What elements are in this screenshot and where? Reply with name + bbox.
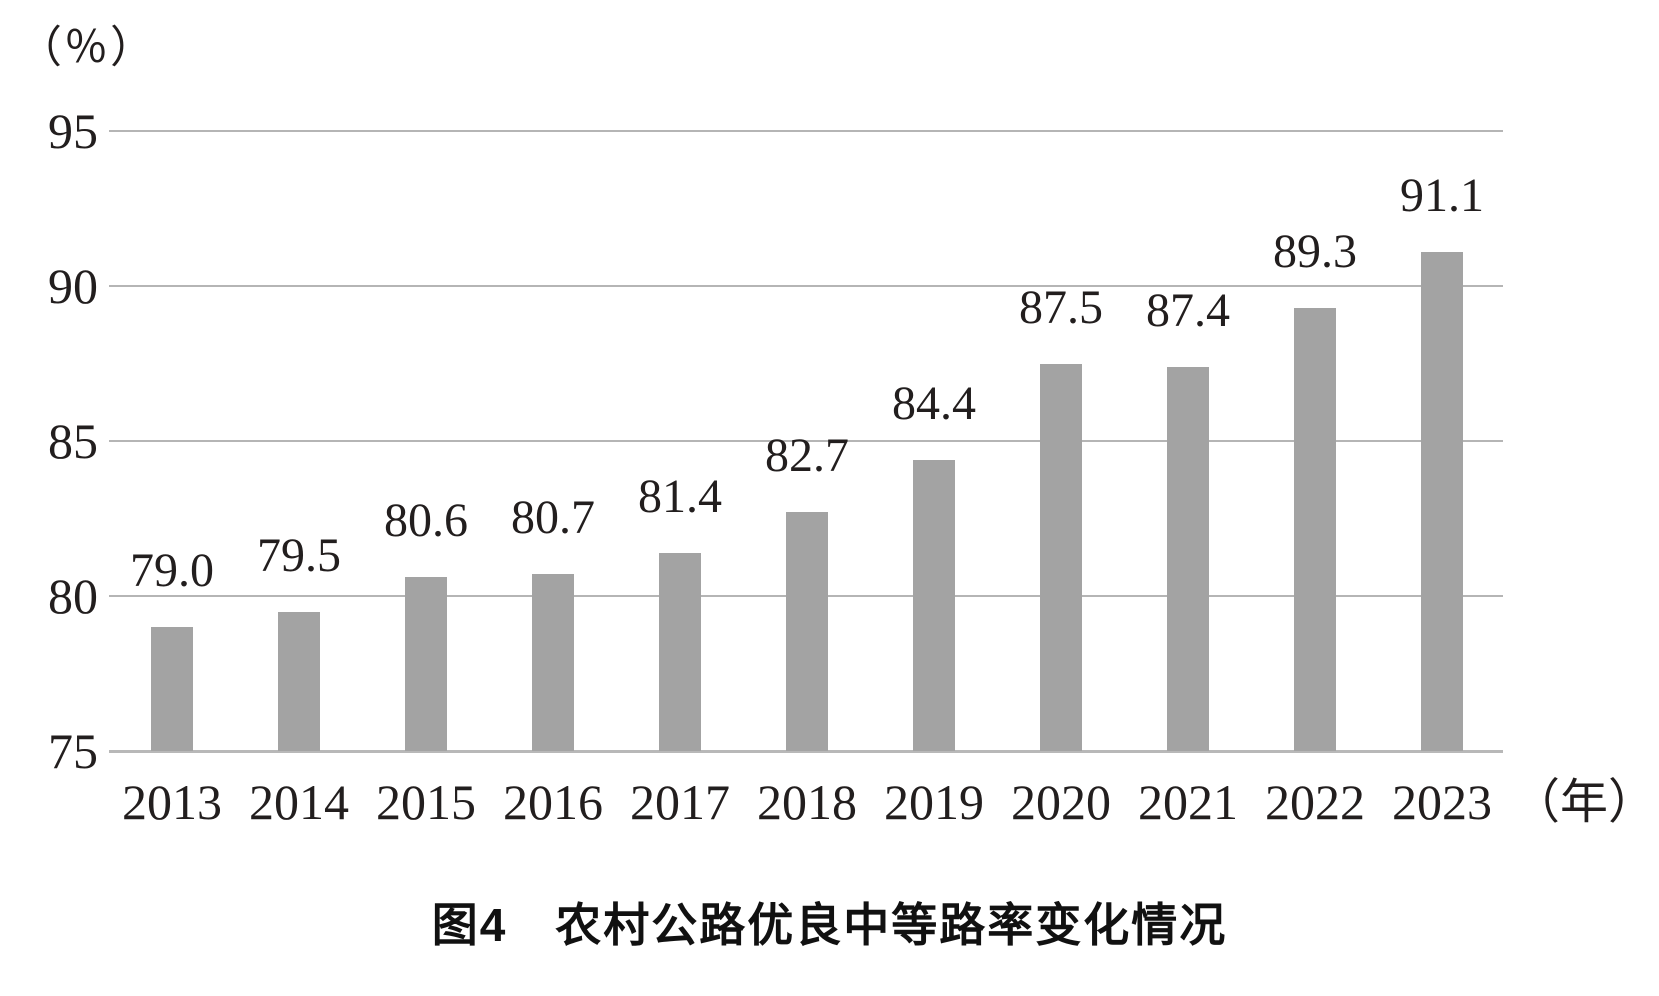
bar-2013 (151, 627, 193, 751)
value-label-2022: 89.3 (1273, 224, 1357, 278)
value-label-2019: 84.4 (892, 376, 976, 430)
x-tick-label-2018: 2018 (757, 774, 857, 830)
gridline-90 (109, 285, 1503, 287)
figure-caption: 图4 农村公路优良中等路率变化情况 (431, 899, 1228, 951)
x-tick-label-2014: 2014 (249, 774, 349, 830)
value-label-2020: 87.5 (1019, 280, 1103, 334)
x-tick-label-2021: 2021 (1138, 774, 1238, 830)
x-tick-label-2023: 2023 (1392, 774, 1492, 830)
y-tick-label-90: 90 (48, 258, 98, 314)
x-tick-label-2013: 2013 (122, 774, 222, 830)
bar-2023 (1421, 251, 1463, 751)
value-label-2015: 80.6 (384, 494, 468, 548)
value-label-2018: 82.7 (765, 429, 849, 483)
x-axis-unit-label: （年） (1512, 776, 1657, 829)
y-tick-label-75: 75 (48, 723, 98, 779)
value-label-2023: 91.1 (1400, 168, 1484, 222)
value-label-2013: 79.0 (130, 544, 214, 597)
y-tick-label-85: 85 (48, 413, 98, 469)
x-tick-label-2016: 2016 (503, 774, 603, 830)
bar-2021 (1167, 366, 1209, 751)
bar-2014 (278, 611, 320, 751)
value-label-2021: 87.4 (1146, 283, 1230, 337)
y-axis-unit-label: （％） (18, 23, 156, 72)
x-tick-label-2020: 2020 (1011, 774, 1111, 830)
x-tick-label-2015: 2015 (376, 774, 476, 830)
x-tick-label-2022: 2022 (1265, 774, 1365, 830)
y-tick-label-80: 80 (48, 568, 98, 624)
gridline-85 (109, 440, 1503, 442)
value-label-2016: 80.7 (511, 491, 595, 545)
gridline-95 (109, 130, 1503, 132)
x-tick-label-2017: 2017 (630, 774, 730, 830)
gridline-75 (109, 750, 1503, 753)
bar-2016 (532, 574, 574, 751)
value-label-2017: 81.4 (638, 469, 722, 523)
bar-2022 (1294, 307, 1336, 751)
value-label-2014: 79.5 (257, 528, 341, 582)
bar-2020 (1040, 363, 1082, 751)
y-tick-label-95: 95 (48, 103, 98, 159)
x-tick-label-2019: 2019 (884, 774, 984, 830)
bar-2015 (405, 577, 447, 751)
bar-2019 (913, 459, 955, 751)
bar-2018 (786, 512, 828, 751)
bar-2017 (659, 552, 701, 751)
